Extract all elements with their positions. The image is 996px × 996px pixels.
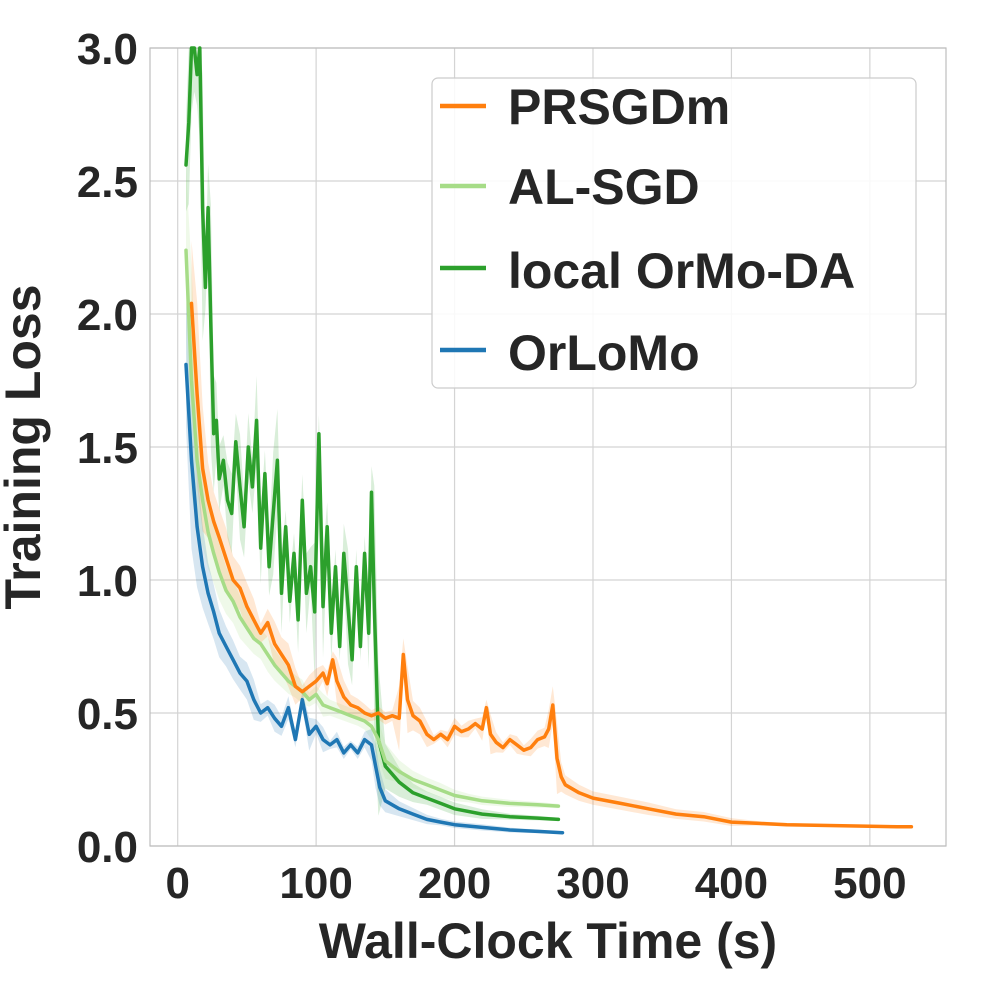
y-tick-label: 0.0 xyxy=(77,823,138,872)
legend-box xyxy=(431,77,917,389)
y-tick-label: 3.0 xyxy=(77,25,138,74)
legend-label-orlomo: OrLoMo xyxy=(508,325,700,381)
y-tick-label: 2.5 xyxy=(77,158,138,207)
y-tick-label: 0.5 xyxy=(77,690,138,739)
series-line-al-sgd xyxy=(184,248,561,808)
y-tick-label: 2.0 xyxy=(77,291,138,340)
y-axis-title: Training Loss xyxy=(0,284,51,609)
x-tick-label: 300 xyxy=(556,859,629,908)
y-tick-labels: 0.0 0.5 1.0 1.5 2.0 2.5 3.0 xyxy=(77,25,138,872)
legend-label-local-ormo-da: local OrMo-DA xyxy=(508,243,855,299)
x-tick-label: 200 xyxy=(418,859,491,908)
x-tick-labels: 0 100 200 300 400 500 xyxy=(165,859,906,908)
series-line-local-ormo-da xyxy=(184,46,561,822)
x-tick-label: 100 xyxy=(279,859,352,908)
plot-frame xyxy=(149,47,947,847)
x-tick-label: 500 xyxy=(833,859,906,908)
series-line-prsgdm xyxy=(189,301,914,829)
x-axis-title: Wall-Clock Time (s) xyxy=(319,913,777,969)
series-line-orlomo xyxy=(184,362,565,835)
y-tick-label: 1.5 xyxy=(77,424,138,473)
series-lines xyxy=(184,46,914,835)
legend-label-al-sgd: AL-SGD xyxy=(508,159,700,215)
x-tick-label: 400 xyxy=(695,859,768,908)
y-tick-label: 1.0 xyxy=(77,557,138,606)
legend: PRSGDm AL-SGD local OrMo-DA OrLoMo xyxy=(431,77,917,389)
legend-label-prsgdm: PRSGDm xyxy=(508,79,730,135)
x-tick-label: 0 xyxy=(165,859,189,908)
